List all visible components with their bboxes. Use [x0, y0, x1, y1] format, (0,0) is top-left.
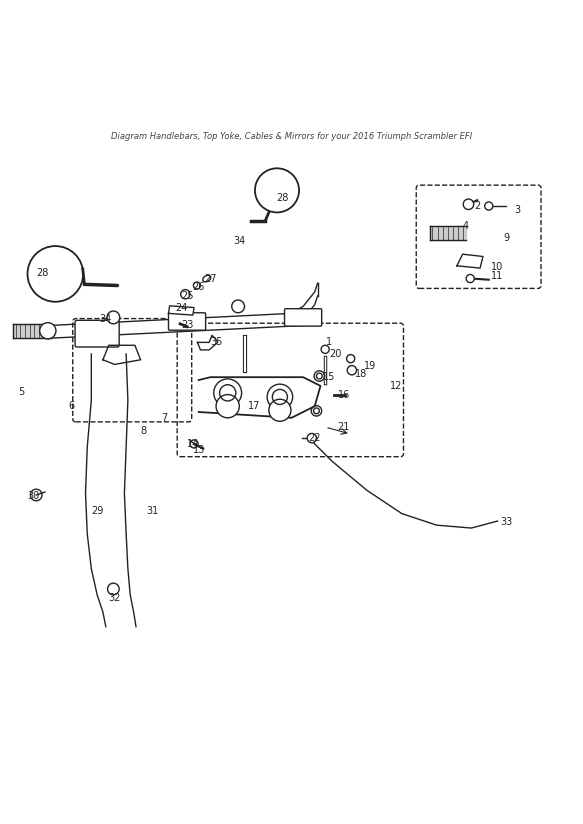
Text: 14: 14: [187, 439, 199, 449]
Polygon shape: [103, 345, 141, 364]
Circle shape: [267, 384, 293, 410]
Text: 18: 18: [355, 369, 367, 379]
Circle shape: [321, 345, 329, 353]
FancyBboxPatch shape: [285, 309, 322, 326]
Text: 13: 13: [192, 445, 205, 455]
Text: 8: 8: [141, 425, 146, 436]
Circle shape: [463, 199, 474, 209]
Circle shape: [27, 246, 83, 302]
Text: 17: 17: [248, 401, 260, 411]
Text: 33: 33: [500, 517, 512, 527]
Text: 16: 16: [338, 390, 350, 400]
Text: 24: 24: [175, 302, 188, 312]
Text: 4: 4: [462, 222, 469, 232]
Text: 20: 20: [329, 349, 341, 359]
Text: 12: 12: [390, 381, 402, 391]
Polygon shape: [457, 254, 483, 268]
Text: 35: 35: [210, 337, 222, 348]
Text: 23: 23: [181, 320, 193, 330]
Circle shape: [466, 274, 474, 283]
Text: 28: 28: [276, 194, 289, 204]
Text: 32: 32: [108, 592, 121, 602]
Text: 28: 28: [36, 268, 48, 278]
Text: Diagram Handlebars, Top Yoke, Cables & Mirrors for your 2016 Triumph Scrambler E: Diagram Handlebars, Top Yoke, Cables & M…: [111, 133, 472, 142]
Circle shape: [30, 489, 42, 501]
Text: 9: 9: [503, 233, 509, 243]
Text: 27: 27: [204, 274, 216, 283]
Circle shape: [214, 379, 241, 407]
Text: 2: 2: [474, 201, 480, 211]
Text: 31: 31: [146, 506, 159, 516]
Circle shape: [40, 323, 56, 339]
Text: 19: 19: [364, 361, 376, 371]
FancyBboxPatch shape: [168, 313, 206, 330]
Polygon shape: [199, 377, 321, 418]
Circle shape: [107, 311, 120, 324]
Circle shape: [216, 395, 239, 418]
Text: 6: 6: [68, 401, 74, 411]
Text: 11: 11: [491, 270, 504, 281]
Text: 29: 29: [91, 506, 103, 516]
Circle shape: [347, 366, 356, 375]
Text: 34: 34: [100, 314, 112, 324]
Text: 10: 10: [491, 262, 504, 272]
Circle shape: [307, 433, 317, 442]
Circle shape: [269, 400, 291, 421]
Text: 34: 34: [233, 236, 245, 246]
Circle shape: [255, 168, 299, 213]
Polygon shape: [198, 335, 218, 350]
Text: 21: 21: [338, 422, 350, 432]
Circle shape: [231, 300, 244, 313]
Text: 26: 26: [192, 283, 205, 293]
FancyBboxPatch shape: [75, 321, 119, 347]
Circle shape: [108, 583, 119, 595]
Ellipse shape: [203, 275, 211, 282]
Text: 22: 22: [308, 433, 321, 443]
Text: 7: 7: [161, 413, 167, 423]
Text: 15: 15: [323, 372, 335, 382]
Text: 5: 5: [19, 386, 25, 396]
FancyBboxPatch shape: [416, 185, 541, 288]
Text: 3: 3: [515, 205, 521, 215]
Text: 25: 25: [181, 291, 194, 301]
Circle shape: [484, 202, 493, 210]
Text: 30: 30: [27, 491, 40, 501]
Text: 1: 1: [326, 337, 332, 348]
Polygon shape: [168, 306, 194, 315]
